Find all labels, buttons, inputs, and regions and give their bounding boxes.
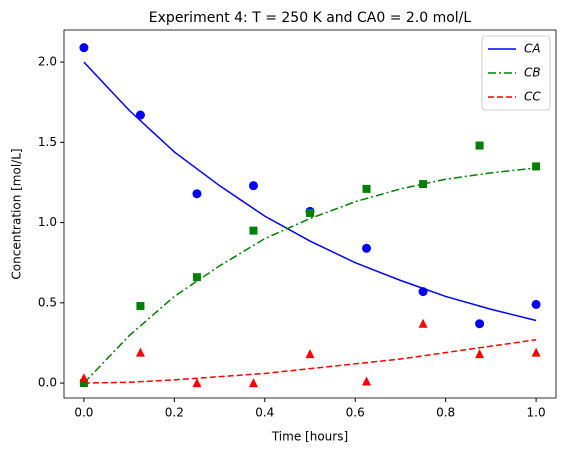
legend-label: CA	[524, 42, 541, 56]
marker	[306, 208, 314, 217]
marker	[362, 243, 372, 253]
marker	[418, 318, 428, 328]
marker	[135, 347, 145, 357]
marker	[475, 349, 485, 359]
line-series	[83, 339, 537, 384]
x-tick-label: 0.2	[165, 406, 184, 420]
marker	[192, 378, 202, 388]
marker	[248, 378, 258, 388]
y-axis-label: Concentration [mol/L]	[10, 148, 24, 279]
y-tick-label: 0.5	[38, 295, 57, 309]
x-tick-label: 1.0	[527, 406, 546, 420]
y-tick-label: 2.0	[38, 55, 57, 69]
marker	[79, 373, 89, 383]
legend-label: CB	[524, 66, 541, 80]
marker	[305, 349, 315, 359]
y-tick-label: 1.0	[38, 215, 57, 229]
marker	[248, 181, 258, 191]
marker	[192, 273, 201, 282]
marker	[136, 302, 145, 311]
y-tick-label: 1.5	[38, 135, 57, 149]
marker	[192, 189, 202, 199]
marker	[79, 43, 89, 53]
marker	[249, 226, 258, 235]
x-tick-label: 0.0	[74, 406, 93, 420]
x-tick-label: 0.4	[255, 406, 274, 420]
x-tick-label: 0.6	[346, 406, 365, 420]
x-axis-label: Time [hours]	[271, 430, 348, 444]
plot-frame	[63, 29, 557, 399]
marker	[531, 347, 541, 357]
marker	[532, 162, 541, 171]
y-tick-label: 0.0	[38, 376, 57, 390]
marker	[475, 141, 484, 150]
marker	[362, 184, 371, 193]
marker	[135, 110, 145, 120]
marker	[475, 319, 485, 329]
line-series	[83, 167, 537, 384]
marker	[531, 299, 541, 309]
legend-label: CC	[524, 90, 541, 104]
chart-title: Experiment 4: T = 250 K and CA0 = 2.0 mo…	[149, 10, 472, 26]
marker	[418, 287, 428, 297]
line-series	[83, 61, 537, 322]
x-tick-label: 0.8	[436, 406, 455, 420]
marker	[362, 376, 372, 386]
marker	[419, 180, 428, 189]
marker	[79, 379, 88, 388]
